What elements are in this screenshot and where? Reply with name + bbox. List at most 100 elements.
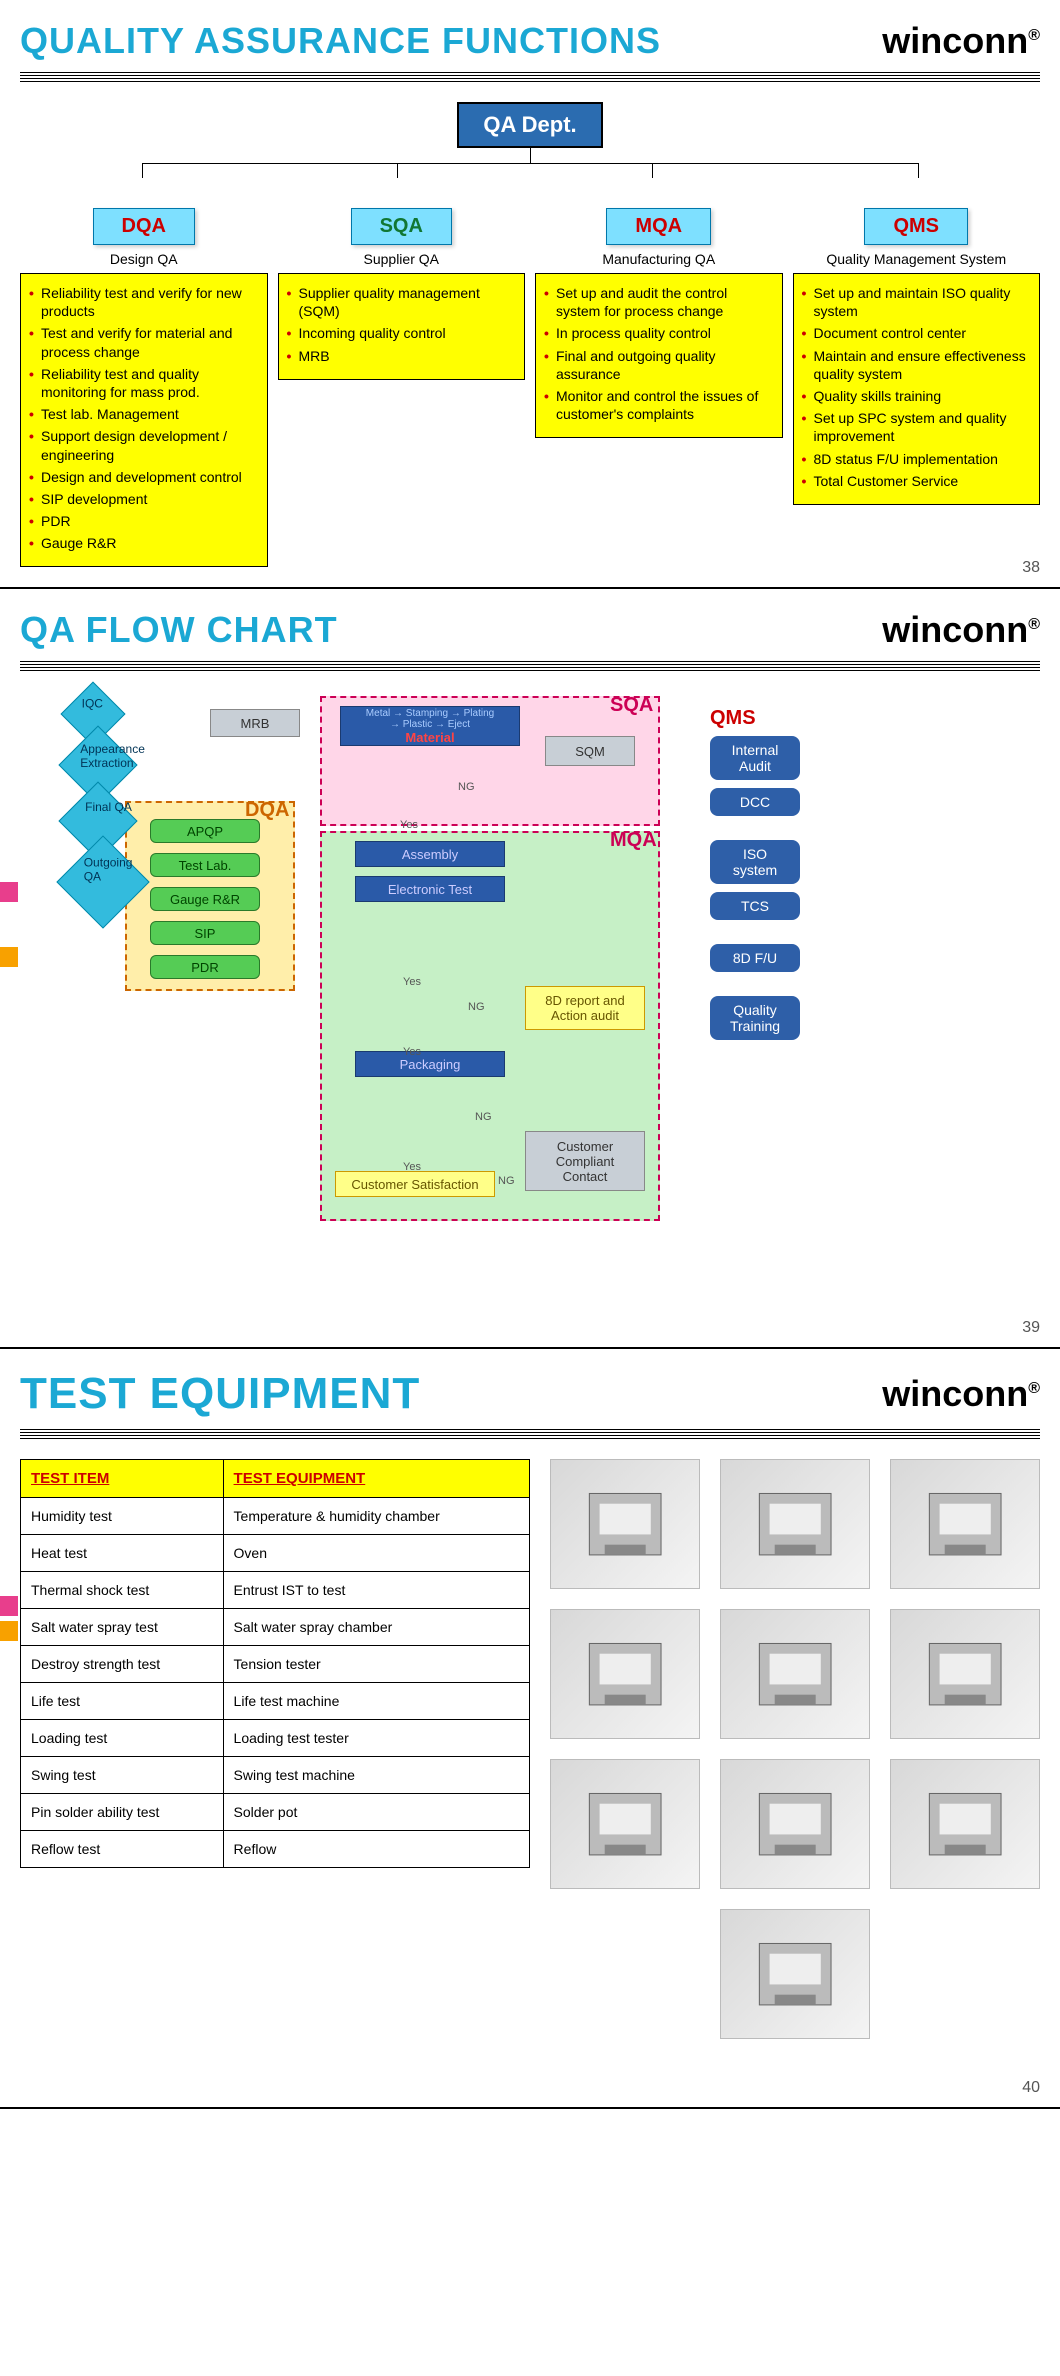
- table-cell: Salt water spray chamber: [223, 1609, 529, 1646]
- material-box: Metal → Stamping → Plating→ Plastic → Ej…: [340, 706, 520, 746]
- equipment-image-spray-chamber: [550, 1609, 700, 1739]
- table-cell: Thermal shock test: [21, 1572, 224, 1609]
- org-code: SQA: [351, 208, 452, 245]
- table-row: Thermal shock testEntrust IST to test: [21, 1572, 530, 1609]
- page-number: 38: [1022, 559, 1040, 577]
- org-item: Maintain and ensure effectiveness qualit…: [802, 347, 1032, 383]
- table-cell: Life test: [21, 1683, 224, 1720]
- org-column-sqa: SQASupplier QASupplier quality managemen…: [278, 208, 526, 567]
- org-item: 8D status F/U implementation: [802, 450, 1032, 468]
- org-items-box: Supplier quality management (SQM) Incomin…: [278, 273, 526, 380]
- equipment-image-loading-tester: [720, 1759, 870, 1889]
- org-item: Document control center: [802, 324, 1032, 342]
- slide-title: TEST EQUIPMENT: [20, 1369, 420, 1419]
- table-cell: Pin solder ability test: [21, 1794, 224, 1831]
- table-cell: Oven: [223, 1535, 529, 1572]
- org-item: Incoming quality control: [287, 324, 517, 342]
- org-item: MRB: [287, 347, 517, 365]
- double-rule: [20, 1429, 1040, 1439]
- table-cell: Humidity test: [21, 1498, 224, 1535]
- table-header: TEST EQUIPMENT: [223, 1460, 529, 1498]
- qms-item: ISO system: [710, 840, 800, 884]
- slide-title: QUALITY ASSURANCE FUNCTIONS: [20, 20, 661, 62]
- table-row: Swing testSwing test machine: [21, 1757, 530, 1794]
- eightd-box: 8D report andAction audit: [525, 986, 645, 1030]
- page-number: 39: [1022, 1319, 1040, 1337]
- table-cell: Loading test tester: [223, 1720, 529, 1757]
- table-header: TEST ITEM: [21, 1460, 224, 1498]
- org-item: In process quality control: [544, 324, 774, 342]
- dqa-item: SIP: [150, 921, 260, 945]
- org-column-qms: QMS Quality Management System Set up and m…: [793, 208, 1041, 567]
- org-items-box: Set up and audit the control system for …: [535, 273, 783, 438]
- equipment-image-reflow-oven: [720, 1909, 870, 2039]
- page-number: 40: [1022, 2079, 1040, 2097]
- org-item: Quality skills training: [802, 387, 1032, 405]
- org-items-box: Set up and maintain ISO quality systemDo…: [793, 273, 1041, 505]
- equipment-image-life-machine: [550, 1759, 700, 1889]
- custsat-box: Customer Satisfaction: [335, 1171, 495, 1197]
- table-row: Life testLife test machine: [21, 1683, 530, 1720]
- table-row: Reflow testReflow: [21, 1831, 530, 1868]
- slide-qa-flowchart: QA FLOW CHART winconn® SQAMQADQAQMSMRBAP…: [0, 589, 1060, 1349]
- table-cell: Temperature & humidity chamber: [223, 1498, 529, 1535]
- packaging-box: Packaging: [355, 1051, 505, 1077]
- brand-logo: winconn®: [882, 20, 1040, 62]
- table-cell: Loading test: [21, 1720, 224, 1757]
- table-row: Loading testLoading test tester: [21, 1720, 530, 1757]
- org-item: Supplier quality management (SQM): [287, 284, 517, 320]
- table-cell: Reflow test: [21, 1831, 224, 1868]
- equipment-table: TEST ITEMTEST EQUIPMENT Humidity testTem…: [20, 1459, 530, 1868]
- double-rule: [20, 661, 1040, 671]
- equipment-image-tension-tester: [720, 1609, 870, 1739]
- equipment-image-press: [890, 1609, 1040, 1739]
- flow-label: Yes: [400, 819, 418, 831]
- equipment-image-chamber: [550, 1459, 700, 1589]
- flowchart: SQAMQADQAQMSMRBAPQPTest Lab.Gauge R&RSIP…: [70, 691, 990, 1251]
- flow-label: NG: [458, 781, 475, 793]
- dqa-item: Gauge R&R: [150, 887, 260, 911]
- org-item: Support design development / engineering: [29, 427, 259, 463]
- table-row: Heat testOven: [21, 1535, 530, 1572]
- flow-label: NG: [475, 1111, 492, 1123]
- org-item: SIP development: [29, 490, 259, 508]
- table-cell: Heat test: [21, 1535, 224, 1572]
- qms-item: Internal Audit: [710, 736, 800, 780]
- table-cell: Reflow: [223, 1831, 529, 1868]
- org-subtitle: Design QA: [110, 251, 178, 267]
- org-column-dqa: DQADesign QAReliability test and verify …: [20, 208, 268, 567]
- org-item: Gauge R&R: [29, 534, 259, 552]
- org-items-box: Reliability test and verify for new prod…: [20, 273, 268, 567]
- dqa-item: PDR: [150, 955, 260, 979]
- compliant-box: CustomerCompliantContact: [525, 1131, 645, 1191]
- org-item: Reliability test and quality monitoring …: [29, 365, 259, 401]
- org-item: Design and development control: [29, 468, 259, 486]
- org-item: Test and verify for material and process…: [29, 324, 259, 360]
- qms-item: DCC: [710, 788, 800, 816]
- org-subtitle: Quality Management System: [826, 251, 1006, 267]
- table-cell: Solder pot: [223, 1794, 529, 1831]
- table-row: Humidity testTemperature & humidity cham…: [21, 1498, 530, 1535]
- flow-label: NG: [468, 1001, 485, 1013]
- org-item: Set up and audit the control system for …: [544, 284, 774, 320]
- brand-logo: winconn®: [882, 1373, 1040, 1415]
- table-cell: Life test machine: [223, 1683, 529, 1720]
- flow-label: Yes: [403, 1161, 421, 1173]
- slide-title: QA FLOW CHART: [20, 609, 338, 651]
- table-row: Destroy strength testTension tester: [21, 1646, 530, 1683]
- flow-label: Yes: [403, 976, 421, 988]
- org-code: QMS: [864, 208, 968, 245]
- group-label: MQA: [610, 829, 657, 852]
- slide-test-equipment: TEST EQUIPMENT winconn® TEST ITEMTEST EQ…: [0, 1349, 1060, 2109]
- org-item: Final and outgoing quality assurance: [544, 347, 774, 383]
- sqm-box: SQM: [545, 736, 635, 766]
- dqa-item: Test Lab.: [150, 853, 260, 877]
- flow-label: NG: [498, 1175, 515, 1187]
- org-item: Set up SPC system and quality improvemen…: [802, 409, 1032, 445]
- table-cell: Entrust IST to test: [223, 1572, 529, 1609]
- org-item: Total Customer Service: [802, 472, 1032, 490]
- org-subtitle: Manufacturing QA: [602, 251, 715, 267]
- org-item: Reliability test and verify for new prod…: [29, 284, 259, 320]
- table-cell: Swing test machine: [223, 1757, 529, 1794]
- org-item: PDR: [29, 512, 259, 530]
